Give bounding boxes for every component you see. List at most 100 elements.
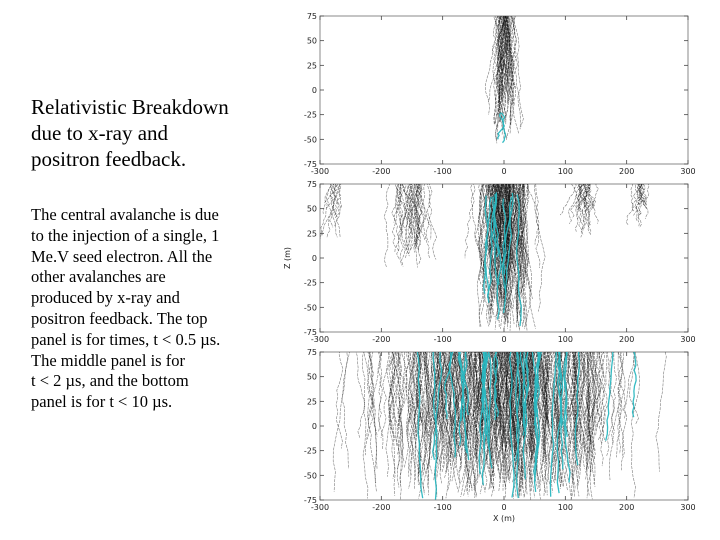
track-seed-1-36 xyxy=(416,352,424,499)
track-seed-1-20 xyxy=(432,352,438,500)
track-feedback-0-59 xyxy=(496,16,502,104)
track-feedback-1-27 xyxy=(416,184,426,246)
track-feedback-1-25 xyxy=(401,184,412,225)
track-feedback-0-432 xyxy=(407,352,416,466)
track-feedback-4-1 xyxy=(330,184,338,238)
track-seed-1-8 xyxy=(605,352,614,441)
track-feedback-0-44 xyxy=(520,184,528,327)
description-line: produced by x-ray and xyxy=(31,288,180,308)
x-tick-label: 100 xyxy=(558,335,573,344)
track-feedback-3-12 xyxy=(645,184,650,205)
y-tick-label: -25 xyxy=(304,111,317,120)
track-feedback-1-31 xyxy=(404,184,411,247)
x-tick-label: 0 xyxy=(501,167,506,176)
track-feedback-0-418 xyxy=(392,352,403,428)
description-line: positron feedback. The top xyxy=(31,308,208,328)
track-feedback-0-343 xyxy=(447,352,457,491)
track-feedback-0-326 xyxy=(569,352,577,480)
title-line: due to x-ray and xyxy=(31,121,169,145)
track-feedback-2-7 xyxy=(579,184,587,209)
title-line: positron feedback. xyxy=(31,147,187,171)
track-feedback-4-8 xyxy=(333,184,341,215)
track-seed-1-31 xyxy=(631,352,637,418)
x-tick-label: -300 xyxy=(311,503,329,512)
track-feedback-2-17 xyxy=(580,184,592,235)
track-feedback-0-311 xyxy=(390,352,400,423)
track-feedback-0-498 xyxy=(363,352,377,492)
x-tick-label: 300 xyxy=(680,335,695,344)
track-feedback-0-465 xyxy=(501,352,508,488)
track-feedback-0-11 xyxy=(492,184,506,299)
track-feedback-0-58 xyxy=(509,16,517,126)
track-seed-1-39 xyxy=(563,352,568,437)
description-line: t < 2 µs, and the bottom xyxy=(31,371,189,391)
track-feedback-0-190 xyxy=(397,352,404,486)
track-feedback-2-1 xyxy=(559,184,576,216)
track-seed-1-29 xyxy=(522,352,527,480)
track-feedback-0-183 xyxy=(589,352,596,460)
track-feedback-1-36 xyxy=(383,184,390,267)
track-feedback-0-60 xyxy=(534,184,541,269)
track-feedback-0-45 xyxy=(509,16,516,88)
y-tick-label: -50 xyxy=(304,303,317,312)
track-seed-1-1 xyxy=(515,352,521,499)
track-feedback-1-38 xyxy=(428,184,433,240)
track-feedback-0-278 xyxy=(439,352,451,468)
track-feedback-0-173 xyxy=(414,352,420,438)
track-feedback-0-427 xyxy=(529,352,541,500)
track-feedback-2-22 xyxy=(575,184,583,232)
track-feedback-0-114 xyxy=(609,352,621,481)
track-feedback-2-3 xyxy=(578,184,585,212)
track-feedback-1-34 xyxy=(394,184,403,260)
track-feedback-0-24 xyxy=(498,16,510,100)
x-tick-label: -100 xyxy=(434,503,452,512)
track-feedback-0-296 xyxy=(585,352,597,473)
track-seed-1-1 xyxy=(497,112,506,140)
track-feedback-0-107 xyxy=(492,352,501,447)
track-feedback-0-400 xyxy=(503,352,510,489)
track-feedback-0-455 xyxy=(571,352,580,498)
x-tick-label: -200 xyxy=(372,167,390,176)
track-feedback-0-445 xyxy=(403,352,410,469)
track-feedback-0-380 xyxy=(451,352,458,457)
track-seed-1-24 xyxy=(557,352,563,427)
track-feedback-1-29 xyxy=(415,184,422,265)
track-feedback-3-11 xyxy=(631,184,643,212)
track-feedback-1-21 xyxy=(426,184,437,260)
track-feedback-0-35 xyxy=(488,16,499,103)
track-feedback-0-314 xyxy=(389,352,394,430)
track-feedback-0-468 xyxy=(503,352,509,476)
track-feedback-0-467 xyxy=(464,352,472,417)
y-tick-label: -25 xyxy=(304,447,317,456)
track-feedback-0-272 xyxy=(530,352,536,419)
track-feedback-4-5 xyxy=(320,184,336,239)
track-feedback-1-8 xyxy=(423,184,430,243)
track-feedback-0-460 xyxy=(493,352,501,471)
track-feedback-1-10 xyxy=(391,184,403,223)
track-feedback-0-103 xyxy=(598,352,603,441)
y-tick-label: 25 xyxy=(307,61,317,70)
x-tick-label: 100 xyxy=(558,503,573,512)
y-axis-label: Z (m) xyxy=(283,247,292,269)
track-feedback-0-155 xyxy=(397,352,410,455)
y-tick-label: 25 xyxy=(307,397,317,406)
track-seed-1-4 xyxy=(549,352,557,497)
y-tick-label: 0 xyxy=(312,86,317,95)
track-seed-5-4 xyxy=(493,193,500,320)
track-layer xyxy=(484,16,524,144)
track-feedback-0-185 xyxy=(469,352,476,492)
track-feedback-2-16 xyxy=(570,184,587,219)
track-feedback-1-32 xyxy=(397,184,404,266)
track-seed-1-17 xyxy=(480,352,485,414)
track-feedback-0-493 xyxy=(407,352,420,422)
track-feedback-0-457 xyxy=(446,352,452,425)
track-feedback-1-0 xyxy=(406,184,415,245)
track-feedback-1-20 xyxy=(407,184,419,239)
track-feedback-0-514 xyxy=(550,352,560,426)
track-feedback-0-34 xyxy=(504,16,524,128)
track-feedback-0-132 xyxy=(470,184,486,273)
track-feedback-0-517 xyxy=(406,352,415,477)
track-seed-1-28 xyxy=(535,352,541,418)
track-feedback-0-264 xyxy=(335,352,344,449)
track-feedback-0-479 xyxy=(469,352,482,489)
